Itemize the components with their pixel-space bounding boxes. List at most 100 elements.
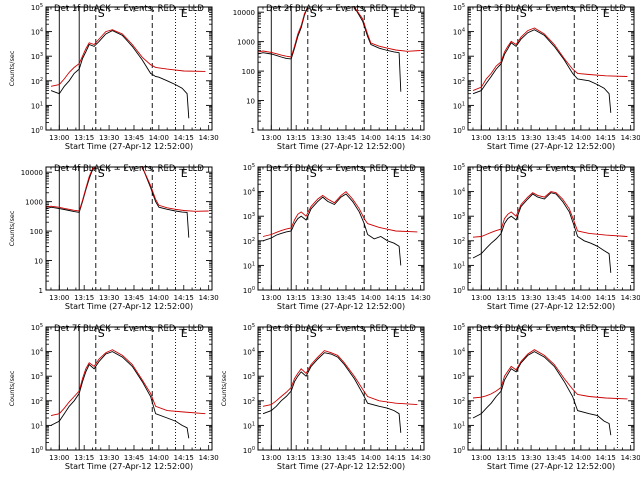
y-tick-label: 103 bbox=[453, 52, 465, 61]
x-tick-label: 13:45 bbox=[336, 454, 356, 462]
y-tick-label: 10000 bbox=[21, 169, 43, 177]
x-tick-label: 13:15 bbox=[74, 134, 94, 142]
marker-letter: S bbox=[98, 7, 105, 20]
x-tick-label: 13:00 bbox=[261, 134, 281, 142]
x-tick-label: 13:30 bbox=[99, 134, 119, 142]
x-tick-label: 13:00 bbox=[261, 454, 281, 462]
y-tick-label: 104 bbox=[453, 348, 465, 357]
marker-letter: S bbox=[310, 167, 317, 180]
x-tick-label: 13:15 bbox=[496, 134, 516, 142]
marker-letter: E bbox=[181, 7, 188, 20]
series-line-events bbox=[262, 193, 402, 266]
chart-panel-6: 100 101 102 103 104 105 13:00 13:15 13:30 13:45 14… bbox=[453, 163, 640, 311]
x-tick-label: 14:30 bbox=[199, 454, 219, 462]
y-tick-label: 105 bbox=[453, 323, 465, 332]
plot-frame bbox=[257, 166, 425, 291]
x-tick-label: 14:15 bbox=[174, 134, 194, 142]
marker-letter: E bbox=[603, 7, 610, 20]
y-tick-label: 104 bbox=[31, 348, 43, 357]
y-tick-label: 102 bbox=[453, 77, 465, 86]
y-tick-label: 102 bbox=[243, 397, 255, 406]
series-line-events bbox=[472, 29, 612, 113]
plot-frame bbox=[467, 166, 635, 291]
x-tick-label: 13:00 bbox=[49, 454, 69, 462]
y-axis-label: Counts/sec bbox=[8, 370, 16, 406]
x-tick-label: 13:00 bbox=[471, 294, 491, 302]
x-tick-label: 14:00 bbox=[149, 134, 169, 142]
y-tick-label: 101 bbox=[453, 421, 465, 430]
y-axis-label: Counts/sec bbox=[220, 370, 228, 406]
x-tick-label: 14:30 bbox=[411, 134, 431, 142]
marker-letter: S bbox=[520, 167, 527, 180]
y-tick-label: 101 bbox=[243, 261, 255, 270]
series-line-lld bbox=[472, 27, 628, 92]
chart-panel-2: 1 10 100 1000 10000 13:00 13:15 13:30 13:45 14:00… bbox=[233, 4, 431, 151]
y-tick-label: 105 bbox=[31, 323, 43, 332]
marker-letter: S bbox=[98, 327, 105, 340]
y-tick-label: 102 bbox=[31, 77, 43, 86]
x-tick-label: 13:45 bbox=[124, 454, 144, 462]
x-tick-label: 14:15 bbox=[386, 134, 406, 142]
x-axis-label: Start Time (27-Apr-12 12:52:00) bbox=[277, 462, 405, 471]
x-tick-label: 13:15 bbox=[496, 294, 516, 302]
y-tick-label: 10 bbox=[34, 258, 43, 266]
x-tick-label: 13:45 bbox=[336, 294, 356, 302]
x-tick-label: 13:45 bbox=[124, 134, 144, 142]
x-tick-label: 14:15 bbox=[386, 294, 406, 302]
y-tick-label: 105 bbox=[453, 163, 465, 172]
series-line-events bbox=[472, 192, 612, 273]
x-tick-label: 14:15 bbox=[596, 294, 616, 302]
y-tick-label: 10000 bbox=[233, 9, 255, 17]
y-tick-label: 101 bbox=[243, 421, 255, 430]
series-line-events bbox=[50, 30, 190, 119]
x-tick-label: 13:30 bbox=[99, 294, 119, 302]
x-tick-label: 13:00 bbox=[49, 134, 69, 142]
y-tick-label: 103 bbox=[453, 372, 465, 381]
marker-letter: E bbox=[603, 327, 610, 340]
x-axis-label: Start Time (27-Apr-12 12:52:00) bbox=[487, 462, 615, 471]
x-axis-label: Start Time (27-Apr-12 12:52:00) bbox=[65, 302, 193, 311]
chart-title: Det 8f BLACK = Events, RED = LLD bbox=[266, 324, 416, 334]
y-tick-label: 104 bbox=[243, 188, 255, 197]
x-tick-label: 14:15 bbox=[596, 454, 616, 462]
chart-title: Det 9f BLACK = Events, RED = LLD bbox=[476, 324, 626, 334]
y-tick-label: 101 bbox=[453, 261, 465, 270]
y-tick-label: 10 bbox=[246, 98, 255, 106]
chart-title: Det 7f BLACK = Events, RED = LLD bbox=[54, 324, 204, 334]
x-tick-label: 14:00 bbox=[571, 294, 591, 302]
plot-frame bbox=[257, 326, 425, 451]
y-tick-label: 104 bbox=[243, 348, 255, 357]
x-tick-label: 13:00 bbox=[49, 294, 69, 302]
x-tick-label: 13:15 bbox=[286, 134, 306, 142]
marker-letter: S bbox=[98, 167, 105, 180]
chart-panel-1: 100 101 102 103 104 105 13:00 13:15 13:30 13:45 14… bbox=[8, 3, 219, 151]
y-tick-label: 102 bbox=[243, 237, 255, 246]
x-tick-label: 14:00 bbox=[571, 134, 591, 142]
x-axis-label: Start Time (27-Apr-12 12:52:00) bbox=[487, 302, 615, 311]
y-axis-label: Counts/sec bbox=[8, 210, 16, 246]
series-line-events bbox=[50, 351, 190, 439]
series-line-lld bbox=[262, 350, 418, 407]
marker-letter: E bbox=[393, 167, 400, 180]
x-tick-label: 13:30 bbox=[311, 134, 331, 142]
chart-title: Det 2f BLACK = Events, RED = LLD bbox=[266, 4, 416, 14]
chart-title: Det 1f BLACK = Events, RED = LLD bbox=[54, 4, 204, 14]
y-tick-label: 100 bbox=[453, 126, 465, 135]
marker-letter: S bbox=[310, 7, 317, 20]
x-axis-label: Start Time (27-Apr-12 12:52:00) bbox=[277, 142, 405, 151]
plot-frame bbox=[45, 6, 213, 131]
series-line-lld bbox=[258, 7, 421, 58]
x-tick-label: 13:15 bbox=[74, 294, 94, 302]
x-tick-label: 14:30 bbox=[411, 454, 431, 462]
y-tick-label: 105 bbox=[31, 3, 43, 12]
x-tick-label: 14:30 bbox=[621, 294, 640, 302]
y-tick-label: 103 bbox=[243, 372, 255, 381]
y-tick-label: 1000 bbox=[237, 39, 255, 47]
x-tick-label: 13:30 bbox=[521, 294, 541, 302]
y-tick-label: 104 bbox=[31, 28, 43, 37]
x-tick-label: 14:30 bbox=[199, 134, 219, 142]
series-line-events bbox=[46, 167, 190, 238]
x-axis-label: Start Time (27-Apr-12 12:52:00) bbox=[487, 142, 615, 151]
x-tick-label: 14:00 bbox=[571, 454, 591, 462]
